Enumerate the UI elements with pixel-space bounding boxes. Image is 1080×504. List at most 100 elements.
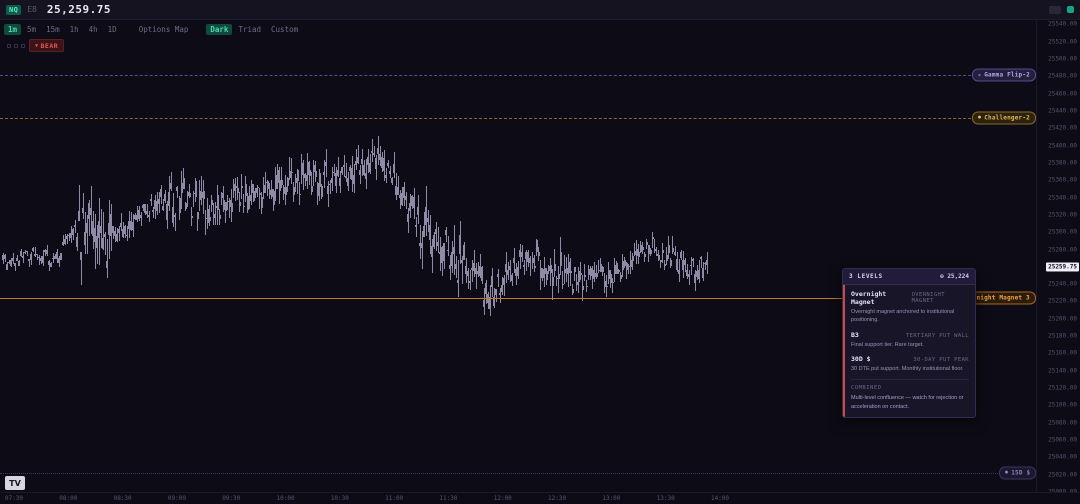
candle-body [160, 188, 163, 197]
candle-wick [435, 222, 437, 252]
chart-plot-area[interactable] [0, 20, 1036, 492]
theme-button-dark[interactable]: Dark [206, 23, 233, 36]
timeframe-button-15m[interactable]: 15m [46, 24, 60, 34]
theme-button-triad[interactable]: Triad [238, 24, 262, 34]
price-axis-tick: 25060.00 [1048, 436, 1077, 444]
candle-body [236, 188, 239, 194]
candle-body [350, 168, 353, 181]
candle-body [244, 183, 247, 196]
candle-wick [193, 190, 194, 207]
candle-body [196, 212, 199, 220]
candlestick [529, 256, 532, 277]
timeframe-button-1d[interactable]: 1D [107, 24, 117, 34]
candle-wick [469, 269, 471, 290]
candle-body [76, 237, 79, 247]
candle-wick [421, 231, 423, 270]
candlestick [66, 234, 69, 244]
price-axis-tick: 25420.00 [1048, 124, 1077, 132]
bear-bias-badge[interactable]: ▼ BEAR [29, 39, 65, 52]
options-map-button[interactable]: Options Map [138, 24, 189, 34]
candlestick [489, 285, 492, 316]
candle-body [194, 181, 197, 198]
candle-body [16, 257, 19, 262]
candle-body [591, 270, 594, 280]
level-tag[interactable]: ● Challenger-2 [972, 111, 1036, 125]
candle-body [200, 192, 203, 199]
candle-body [363, 164, 366, 175]
menu-icon[interactable] [1049, 5, 1061, 14]
candlestick [597, 259, 600, 274]
candlestick [146, 204, 149, 219]
candlestick [431, 238, 434, 273]
candlestick [258, 188, 261, 210]
candle-body [585, 286, 588, 288]
candlestick [663, 259, 666, 270]
tooltip-header: 3 LEVELS ⊕ 25,224 [843, 269, 975, 285]
candle-wick [357, 145, 359, 164]
time-axis[interactable]: 07:30 08:00 08:30 09:00 09:30 10:00 10:30 11:00… [0, 492, 1080, 504]
candle-body [631, 255, 634, 262]
candle-body [581, 285, 584, 290]
level-tag-label: 15D $ [1011, 469, 1031, 477]
candlestick [673, 246, 676, 256]
candlestick [114, 227, 117, 243]
candle-wick [495, 288, 497, 303]
candle-body [108, 223, 111, 236]
candle-body [312, 164, 315, 173]
candle-body [537, 252, 540, 257]
candle-body [58, 258, 61, 263]
candle-wick [397, 175, 399, 196]
symbol-badge[interactable]: NQ [6, 4, 22, 15]
level-tag[interactable]: ● 15D $ [999, 466, 1037, 480]
candle-body [455, 263, 458, 269]
candle-body [397, 187, 400, 195]
theme-button-custom[interactable]: Custom [271, 24, 299, 34]
timeframe-button-1h[interactable]: 1h [69, 24, 79, 34]
candle-body [190, 215, 193, 219]
candlestick [278, 166, 281, 204]
candle-body [156, 201, 159, 211]
candlestick [591, 266, 594, 289]
candlestick [435, 222, 438, 252]
candle-body [609, 274, 612, 283]
candle-body [130, 221, 133, 231]
candle-body [326, 186, 329, 194]
candle-body [535, 239, 538, 252]
candlestick [20, 249, 23, 258]
candle-wick [34, 247, 36, 258]
candle-body [549, 264, 552, 273]
timeframe-button-5m[interactable]: 5m [27, 24, 37, 34]
candle-body [395, 185, 398, 196]
status-indicator-icon[interactable] [1067, 6, 1074, 13]
candlestick [367, 149, 370, 173]
candlestick [519, 243, 522, 269]
candle-wick [189, 183, 190, 199]
timeframe-button-4h[interactable]: 4h [88, 24, 98, 34]
candle-body [557, 273, 560, 279]
candle-body [258, 193, 261, 195]
candlestick [330, 166, 333, 192]
candle-wick [153, 207, 154, 218]
candle-body [220, 193, 223, 198]
candlestick [350, 155, 353, 193]
tooltip-row-name: 30D $ [851, 354, 871, 363]
candle-body [330, 177, 333, 183]
candle-body [633, 250, 636, 255]
candlestick [270, 179, 273, 200]
level-tag[interactable]: ✕ Gamma Flip-2 [972, 68, 1036, 82]
candle-body [316, 182, 319, 197]
candle-wick [674, 246, 676, 256]
candle-body [32, 248, 35, 252]
candle-body [687, 274, 690, 278]
candlestick [208, 204, 211, 226]
price-axis[interactable]: 25540.00 25520.00 25500.00 25480.00 25460.00… [1036, 20, 1080, 496]
tradingview-logo-icon[interactable]: TV [5, 476, 25, 490]
drag-handle-icon[interactable] [4, 43, 25, 48]
timeframe-button-1m[interactable]: 1m [4, 23, 22, 36]
candle-body [589, 267, 592, 276]
tooltip-combined-text: Multi-level confluence — watch for rejec… [851, 395, 964, 410]
candle-body [120, 223, 123, 228]
app-header: NQ E8 25,259.75 [0, 0, 1080, 20]
candlestick [230, 189, 233, 222]
candle-wick [229, 197, 231, 218]
